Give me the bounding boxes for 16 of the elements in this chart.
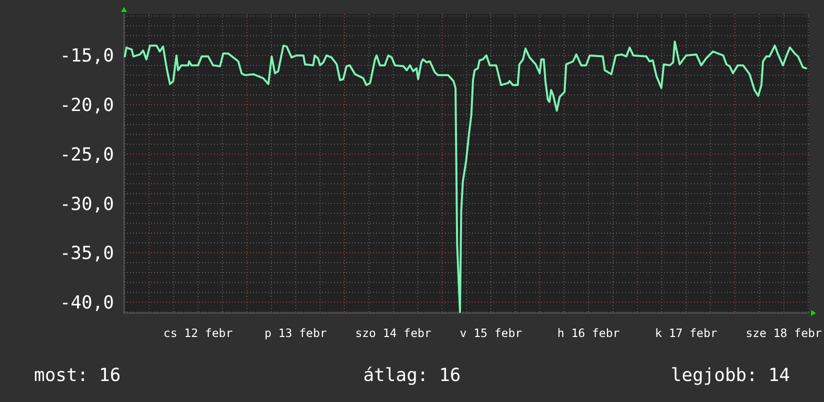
x-tick-label: sze 18 febr — [746, 326, 822, 340]
text: legjobb: 14 — [670, 365, 790, 386]
x-tick-label: v 15 febr — [460, 326, 522, 340]
x-tick-label: p 13 febr — [264, 326, 327, 340]
x-tick-label: szo 14 febr — [355, 326, 432, 340]
y-tick-label: -15,0 — [60, 46, 114, 67]
y-tick-label: -40,0 — [60, 292, 114, 314]
x-tick-label: h 16 febr — [557, 326, 620, 340]
y-tick-label: -30,0 — [60, 194, 114, 215]
x-tick-label: cs 12 febr — [163, 326, 233, 340]
text: most: 16 — [34, 365, 121, 386]
text: átlag: 16 — [363, 365, 461, 386]
x-tick-label: k 17 febr — [655, 326, 718, 340]
y-tick-label: -35,0 — [60, 243, 114, 264]
y-tick-label: -25,0 — [60, 144, 114, 166]
y-tick-label: -20,0 — [60, 95, 114, 116]
